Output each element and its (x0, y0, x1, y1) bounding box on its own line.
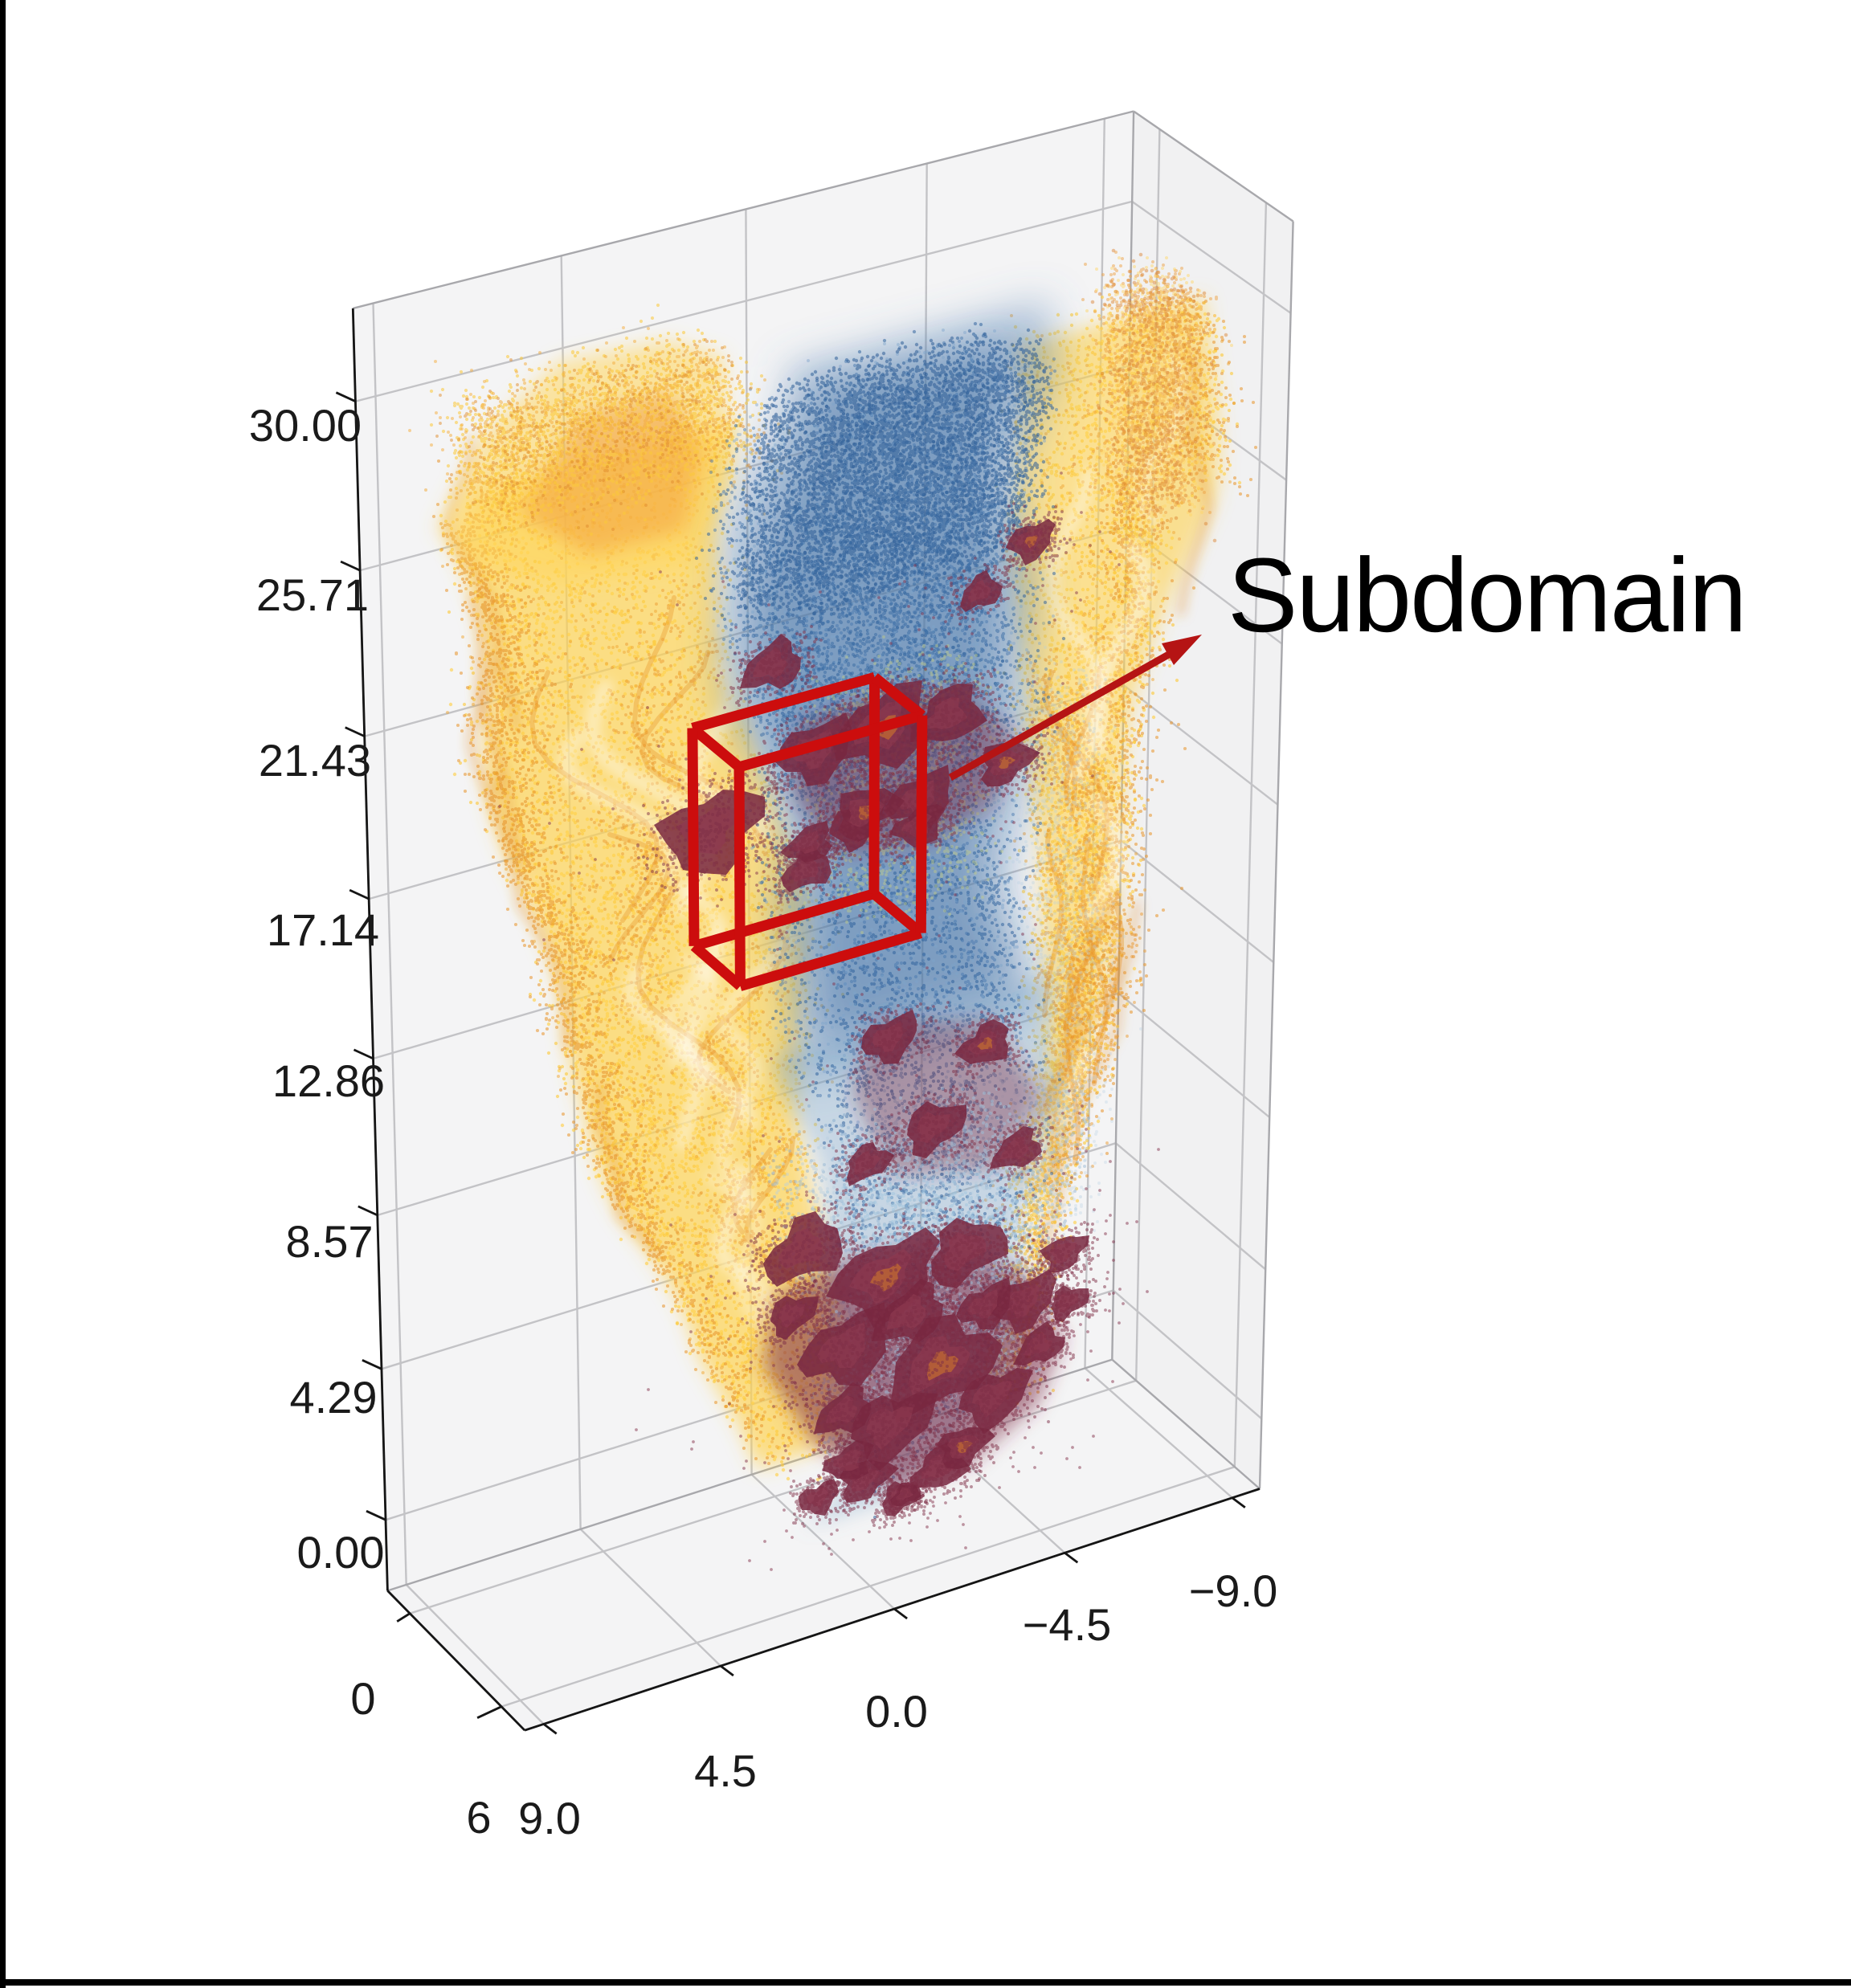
svg-text:30.00: 30.00 (249, 400, 362, 451)
svg-text:4.29: 4.29 (290, 1372, 378, 1423)
svg-text:21.43: 21.43 (259, 735, 371, 786)
svg-text:−4.5: −4.5 (1023, 1599, 1112, 1650)
svg-text:8.57: 8.57 (286, 1216, 374, 1267)
svg-text:0.0: 0.0 (865, 1686, 928, 1737)
svg-text:12.86: 12.86 (272, 1055, 385, 1106)
svg-text:4.5: 4.5 (694, 1745, 757, 1796)
svg-text:−9.0: −9.0 (1189, 1565, 1278, 1616)
svg-text:6: 6 (466, 1792, 491, 1843)
svg-text:17.14: 17.14 (267, 904, 379, 955)
svg-text:25.71: 25.71 (256, 569, 369, 620)
svg-text:0.00: 0.00 (297, 1527, 385, 1578)
svg-text:9.0: 9.0 (518, 1793, 581, 1843)
svg-text:0: 0 (350, 1673, 375, 1724)
svg-text:Subdomain: Subdomain (1228, 536, 1746, 654)
